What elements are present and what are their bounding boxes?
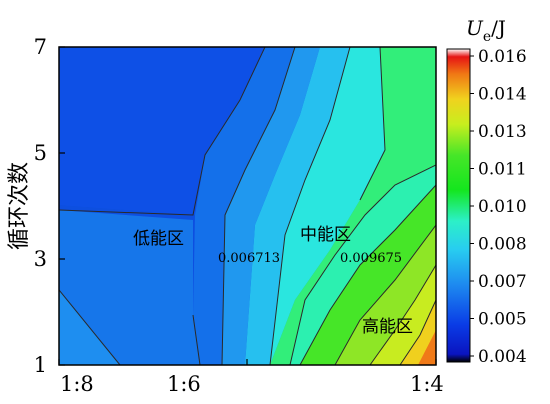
colorbar-tick-label: 0.005 [478,310,527,330]
colorbar-tick-label: 0.004 [478,347,527,367]
colorbar-tick-label: 0.008 [478,235,527,255]
contour-label-low: 0.006713 [218,251,280,266]
colorbar-unit: Ue/J [466,16,506,45]
colorbar-tick-label: 0.011 [478,160,527,180]
band-low-1 [59,47,265,215]
colorbar-tick-label: 0.007 [478,272,527,292]
x-tick-label: 1:6 [167,372,201,396]
band-low-left [59,210,200,365]
y-axis-label: 循环次数 [7,162,32,250]
y-tick-label: 5 [34,141,47,165]
band-mid-3 [270,47,385,365]
y-tick-label: 3 [34,247,47,271]
x-tick-label: 1:8 [60,372,94,396]
region-label-mid: 中能区 [300,225,351,245]
band-high-5 [418,330,436,365]
contour-field [59,47,436,365]
colorbar-tick-label: 0.016 [478,47,527,67]
y-axis-ticks [59,46,65,366]
band-mid-5 [270,47,436,365]
x-tick-label: 1:4 [410,372,444,396]
colorbar [446,48,471,363]
y-tick-label: 1 [34,353,47,377]
colorbar-tick-label: 0.010 [478,197,527,217]
y-tick-label: 7 [34,35,47,59]
colorbar-tick-label: 0.014 [478,85,527,105]
band-mid-2 [245,47,350,365]
colorbar-tick-label: 0.013 [478,122,527,142]
colorbar-ticks: 0.016 0.014 0.013 0.011 0.010 0.008 0.007 0.005… [470,47,527,367]
region-label-low: 低能区 [133,229,184,249]
contour-label-mid: 0.009675 [340,251,402,266]
contour-lines [59,47,436,365]
band-mid-1 [222,47,320,365]
region-label-high: 高能区 [362,317,413,337]
band-low-2 [193,47,295,365]
x-axis-ticks [58,359,437,365]
